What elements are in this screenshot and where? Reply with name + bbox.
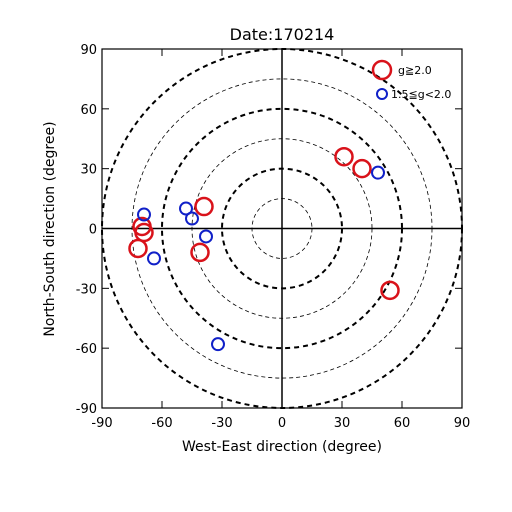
y-tick-label: -30 <box>76 282 97 297</box>
y-tick-label: -60 <box>76 342 97 357</box>
y-tick-label: 30 <box>80 163 97 178</box>
data-point-small <box>185 211 199 226</box>
data-point-large <box>134 222 154 243</box>
y-tick-labels: -90 -60 -30 0 30 60 90 <box>76 43 97 417</box>
data-point-small <box>211 337 225 352</box>
legend-marker-large <box>371 59 393 81</box>
x-tick-labels: -90 -60 -30 0 30 60 90 <box>91 416 470 431</box>
crosshair <box>102 49 462 408</box>
data-point-large <box>352 158 372 179</box>
data-point-large <box>128 238 148 259</box>
x-tick-label: -90 <box>91 416 112 431</box>
legend-label-small: 1.5≦g<2.0 <box>391 88 451 101</box>
y-tick-label: 0 <box>89 223 97 238</box>
data-point-small <box>147 251 161 266</box>
x-tick-label: 90 <box>454 416 471 431</box>
y-tick-label: 60 <box>80 103 97 118</box>
data-point-small <box>199 229 213 244</box>
x-tick-label: 60 <box>394 416 411 431</box>
data-points <box>128 146 400 352</box>
x-tick-label: 0 <box>278 416 286 431</box>
x-tick-label: -30 <box>211 416 232 431</box>
data-point-small <box>137 207 151 222</box>
x-tick-label: -60 <box>151 416 172 431</box>
y-tick-label: -90 <box>76 402 97 417</box>
data-point-large <box>194 196 214 217</box>
data-point-large <box>380 280 400 301</box>
y-tick-label: 90 <box>80 43 97 58</box>
axis-ticks <box>101 48 463 409</box>
data-point-large <box>334 146 354 167</box>
x-axis-label: West-East direction (degree) <box>182 439 382 455</box>
data-point-small <box>371 165 385 180</box>
chart-title: Date:170214 <box>230 25 335 44</box>
x-tick-label: 30 <box>334 416 351 431</box>
legend-label-large: g≧2.0 <box>398 64 432 77</box>
data-point-small <box>179 201 193 216</box>
y-axis-label: North-South direction (degree) <box>42 121 58 336</box>
legend: g≧2.0 1.5≦g<2.0 <box>371 59 451 101</box>
legend-marker-small <box>376 88 388 100</box>
data-point-large <box>190 242 210 263</box>
